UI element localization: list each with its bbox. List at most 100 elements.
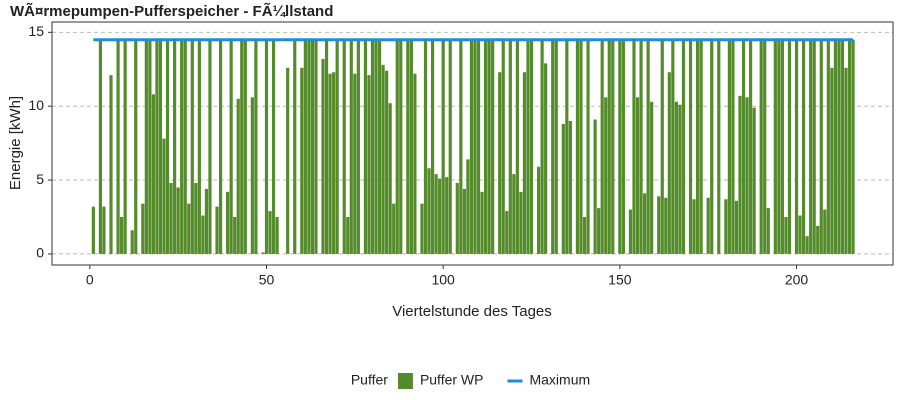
bar <box>738 95 742 254</box>
bar <box>399 39 403 254</box>
bar <box>805 236 809 254</box>
bar <box>826 39 830 254</box>
bar <box>798 215 802 254</box>
bar <box>466 159 470 254</box>
bar <box>816 225 820 254</box>
bar <box>607 39 611 254</box>
bar <box>784 216 788 254</box>
x-tick-label: 100 <box>431 272 455 288</box>
bar <box>773 39 777 254</box>
y-tick-label: 0 <box>36 245 44 261</box>
bar <box>840 39 845 254</box>
bar <box>749 39 753 254</box>
x-axis-label: Viertelstunde des Tages <box>392 303 552 320</box>
bar <box>190 39 194 254</box>
bar <box>794 39 799 254</box>
y-tick-label: 10 <box>28 97 44 113</box>
bar <box>321 58 325 254</box>
bar <box>582 216 587 254</box>
bar <box>430 39 435 254</box>
bar <box>367 75 371 254</box>
bar <box>356 39 360 254</box>
bar <box>406 39 410 254</box>
y-axis-label: Energie [kWh] <box>7 96 24 190</box>
bar <box>522 72 527 254</box>
bar <box>332 72 336 254</box>
bar <box>819 39 823 254</box>
bar <box>420 203 424 254</box>
bar <box>621 39 625 254</box>
bar <box>120 216 124 254</box>
bar <box>759 39 763 254</box>
bar <box>678 104 682 254</box>
bar <box>342 39 346 254</box>
bar <box>363 39 368 254</box>
bar <box>565 39 569 254</box>
bar <box>310 39 315 254</box>
legend-title: Puffer <box>351 372 388 388</box>
bar <box>646 39 650 254</box>
bar <box>618 39 622 254</box>
bar <box>169 183 173 254</box>
bar <box>162 138 166 254</box>
bar <box>593 119 597 254</box>
bar <box>271 39 276 254</box>
bar <box>226 191 230 254</box>
chart-title: WÃ¤rmepumpen-Pufferspeicher - FÃ¼llstand <box>10 2 333 20</box>
bar <box>483 39 488 254</box>
bar <box>328 73 332 254</box>
bar <box>462 188 466 254</box>
bar <box>243 39 247 254</box>
bar <box>526 39 530 254</box>
bar <box>752 107 756 254</box>
bar <box>176 187 180 254</box>
bar <box>388 103 392 254</box>
bar <box>123 39 127 254</box>
bar <box>568 120 572 254</box>
bar <box>335 39 339 254</box>
bar <box>851 39 855 254</box>
bar <box>268 211 272 254</box>
bar <box>275 216 279 254</box>
bar <box>745 97 749 254</box>
bar <box>261 252 265 254</box>
bar <box>102 206 106 254</box>
bar <box>469 39 474 254</box>
bar <box>427 168 431 254</box>
bar <box>586 39 590 254</box>
bar <box>561 123 565 254</box>
bar <box>324 39 329 254</box>
bar <box>455 183 459 254</box>
bar <box>802 39 806 254</box>
bar <box>664 197 668 254</box>
bar <box>688 39 693 254</box>
bar <box>151 94 156 254</box>
bar <box>741 39 746 254</box>
bar <box>536 166 541 254</box>
bar <box>286 67 290 254</box>
bar <box>374 39 378 254</box>
x-tick-label: 200 <box>785 272 809 288</box>
bar <box>766 208 770 254</box>
x-tick-label: 150 <box>608 272 632 288</box>
bar <box>706 197 710 254</box>
bar <box>434 174 438 254</box>
bar <box>91 206 95 254</box>
bar <box>141 203 145 254</box>
bar <box>600 39 604 254</box>
bar <box>780 39 784 254</box>
bar <box>491 39 495 254</box>
bar <box>300 67 304 254</box>
bar <box>236 98 240 254</box>
bar <box>681 39 686 254</box>
bar <box>109 75 113 254</box>
bar <box>229 39 233 254</box>
bar <box>395 39 399 254</box>
bar <box>155 39 159 254</box>
bar <box>579 39 583 254</box>
bar <box>635 97 640 254</box>
bar <box>823 209 827 254</box>
bar <box>551 39 555 254</box>
bar <box>650 101 654 254</box>
bar <box>438 178 442 254</box>
